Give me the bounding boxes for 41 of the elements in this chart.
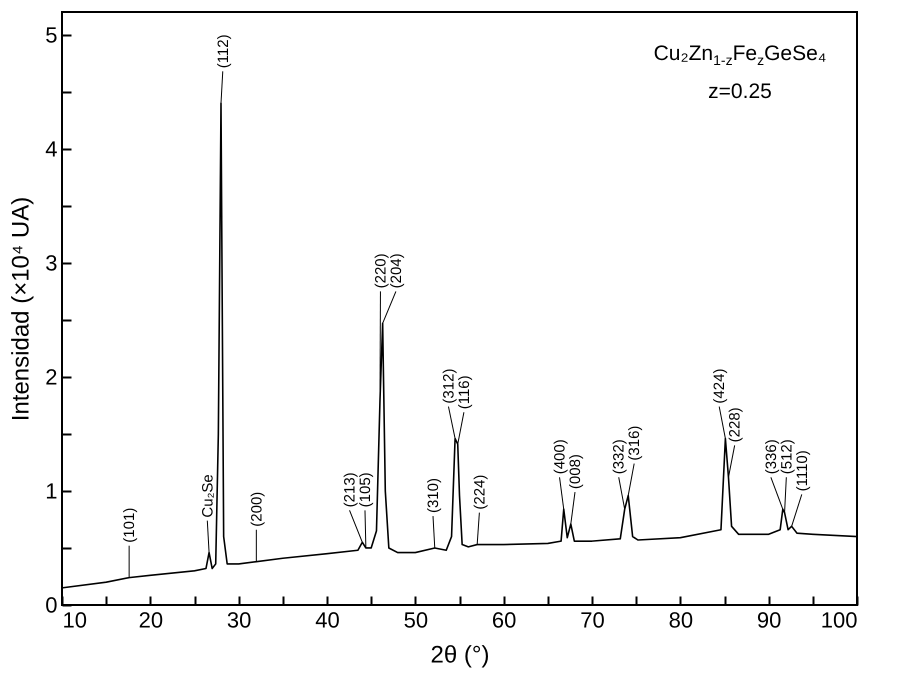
- annotation: z=0.25: [707, 79, 773, 106]
- annotation: (228): [726, 407, 744, 442]
- x-tick-label: 70: [580, 608, 605, 632]
- annotation: Cu₂Zn$_{1-z}$Fe$_{z}$GeSe₄: [652, 41, 828, 70]
- annotation: (332): [610, 439, 628, 474]
- y-tick-label: 4: [45, 136, 58, 162]
- annotation: (224): [471, 474, 488, 510]
- annotation: (200): [248, 492, 266, 527]
- y-tick-label: 5: [45, 22, 58, 48]
- x-tick-label: 60: [492, 608, 516, 632]
- y-tick-label: 0: [45, 592, 58, 618]
- annotation: (424): [711, 368, 728, 404]
- x-tick-label: 30: [226, 608, 252, 632]
- x-tick-label: 90: [756, 608, 782, 632]
- annotation: (1110): [794, 450, 811, 492]
- annotation: (312): [440, 368, 458, 404]
- y-tick-label: 2: [45, 364, 58, 390]
- annotation: (105): [356, 472, 374, 508]
- annotation: (101): [121, 508, 138, 543]
- annotation: (220): [372, 253, 390, 288]
- annotation: (213): [342, 472, 359, 508]
- x-tick-label: 80: [668, 608, 694, 632]
- annotation: (512): [778, 439, 796, 474]
- y-axis-title: Intensidad (×10⁴ UA): [7, 196, 34, 422]
- x-tick-label: 100: [820, 608, 858, 632]
- x-tick-label: 50: [404, 608, 428, 632]
- x-axis-title: 2θ (°): [430, 642, 490, 668]
- annotation: (400): [552, 439, 569, 474]
- annotation: (316): [626, 426, 644, 461]
- annotation: (112): [214, 34, 232, 68]
- x-tick-label: 40: [315, 608, 340, 632]
- x-tick-label: 20: [138, 608, 164, 632]
- annotation: (116): [456, 375, 473, 410]
- y-tick-label: 3: [45, 250, 58, 276]
- annotation: (310): [425, 478, 442, 514]
- annotation: Cu₂Se: [199, 474, 216, 518]
- annotation: (008): [566, 454, 584, 490]
- annotation: (204): [388, 253, 405, 288]
- x-tick-label: 10: [62, 608, 87, 632]
- y-tick-label: 1: [45, 478, 58, 504]
- annotation: (336): [762, 439, 780, 474]
